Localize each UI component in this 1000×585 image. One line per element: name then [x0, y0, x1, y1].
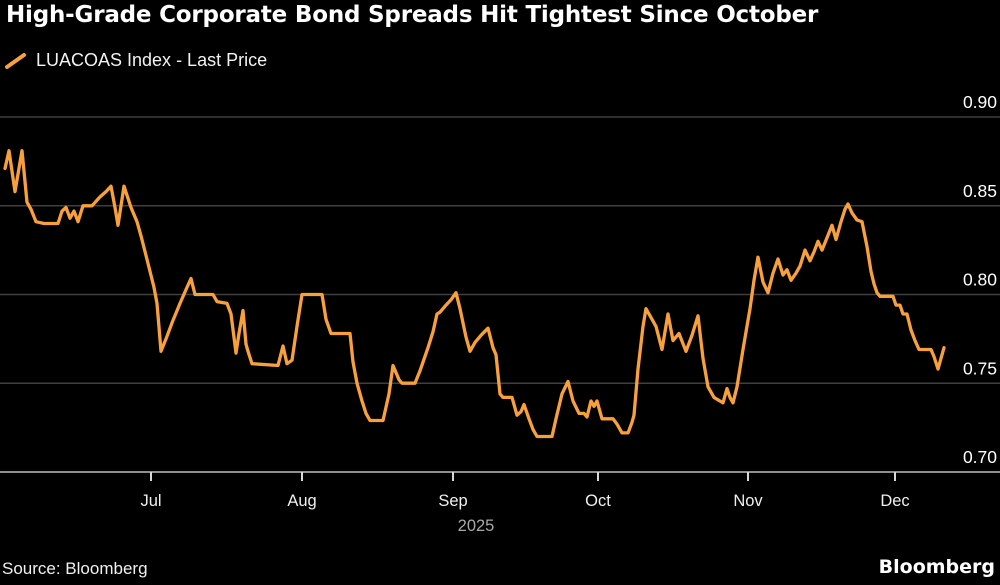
legend-label: LUACOAS Index - Last Price: [36, 50, 268, 70]
month-label: Sep: [438, 492, 467, 510]
month-label: Nov: [733, 492, 763, 510]
chart-title: High-Grade Corporate Bond Spreads Hit Ti…: [6, 2, 819, 28]
year-label: 2025: [458, 517, 495, 535]
month-label: Aug: [287, 492, 316, 510]
y-axis-label: 0.75: [963, 358, 997, 378]
month-label: Oct: [585, 492, 611, 510]
y-axis-label: 0.80: [963, 270, 997, 290]
price-line: [3, 149, 946, 439]
month-label: Dec: [880, 492, 909, 510]
y-axis-label: 0.70: [963, 447, 997, 467]
legend-line-marker-icon: [5, 52, 26, 69]
bloomberg-logo: Bloomberg: [878, 556, 995, 578]
y-axis-label: 0.85: [963, 181, 997, 201]
y-axis-label: 0.90: [963, 92, 997, 112]
source-label: Source: Bloomberg: [2, 559, 148, 578]
month-label: Jul: [140, 492, 161, 510]
legend: LUACOAS Index - Last Price: [5, 50, 267, 71]
